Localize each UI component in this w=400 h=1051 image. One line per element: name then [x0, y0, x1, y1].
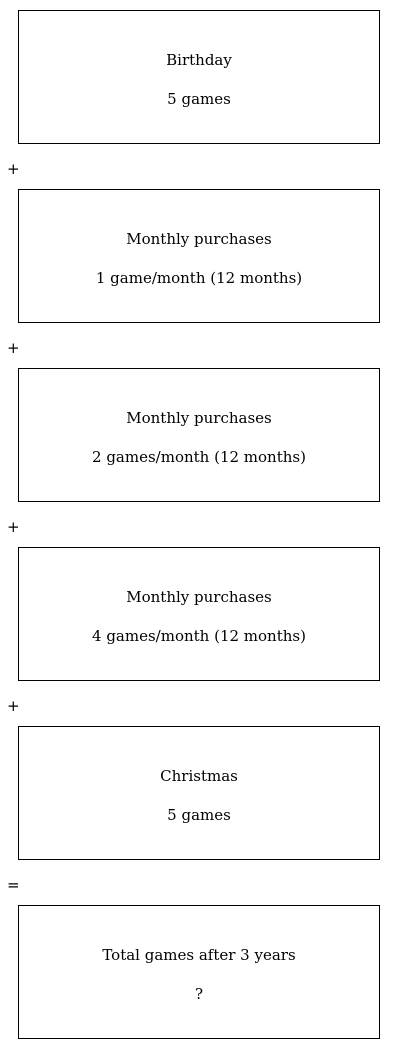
box-label: Birthday: [166, 51, 232, 69]
plus-operator: +: [7, 339, 20, 357]
monthly-purchases-year2-box: Monthly purchases 2 games/month (12 mont…: [18, 368, 380, 502]
equals-operator: =: [7, 876, 20, 894]
birthday-box: Birthday 5 games: [18, 10, 380, 144]
box-value: 4 games/month (12 months): [92, 627, 306, 645]
christmas-box: Christmas 5 games: [18, 726, 380, 860]
plus-operator: +: [7, 697, 20, 715]
plus-operator: +: [7, 160, 20, 178]
total-games-box: Total games after 3 years ?: [18, 905, 380, 1039]
box-label: Monthly purchases: [126, 588, 272, 606]
box-label: Christmas: [160, 767, 238, 785]
box-value: 5 games: [167, 806, 231, 824]
plus-operator: +: [7, 518, 20, 536]
box-value: 2 games/month (12 months): [92, 448, 306, 466]
box-label: Monthly purchases: [126, 230, 272, 248]
box-label: Total games after 3 years: [102, 946, 296, 964]
box-value: 1 game/month (12 months): [95, 269, 303, 287]
box-label: Monthly purchases: [126, 409, 272, 427]
monthly-purchases-year3-box: Monthly purchases 4 games/month (12 mont…: [18, 547, 380, 681]
box-value: 5 games: [167, 90, 231, 108]
box-value: ?: [194, 985, 204, 1003]
monthly-purchases-year1-box: Monthly purchases 1 game/month (12 month…: [18, 189, 380, 323]
